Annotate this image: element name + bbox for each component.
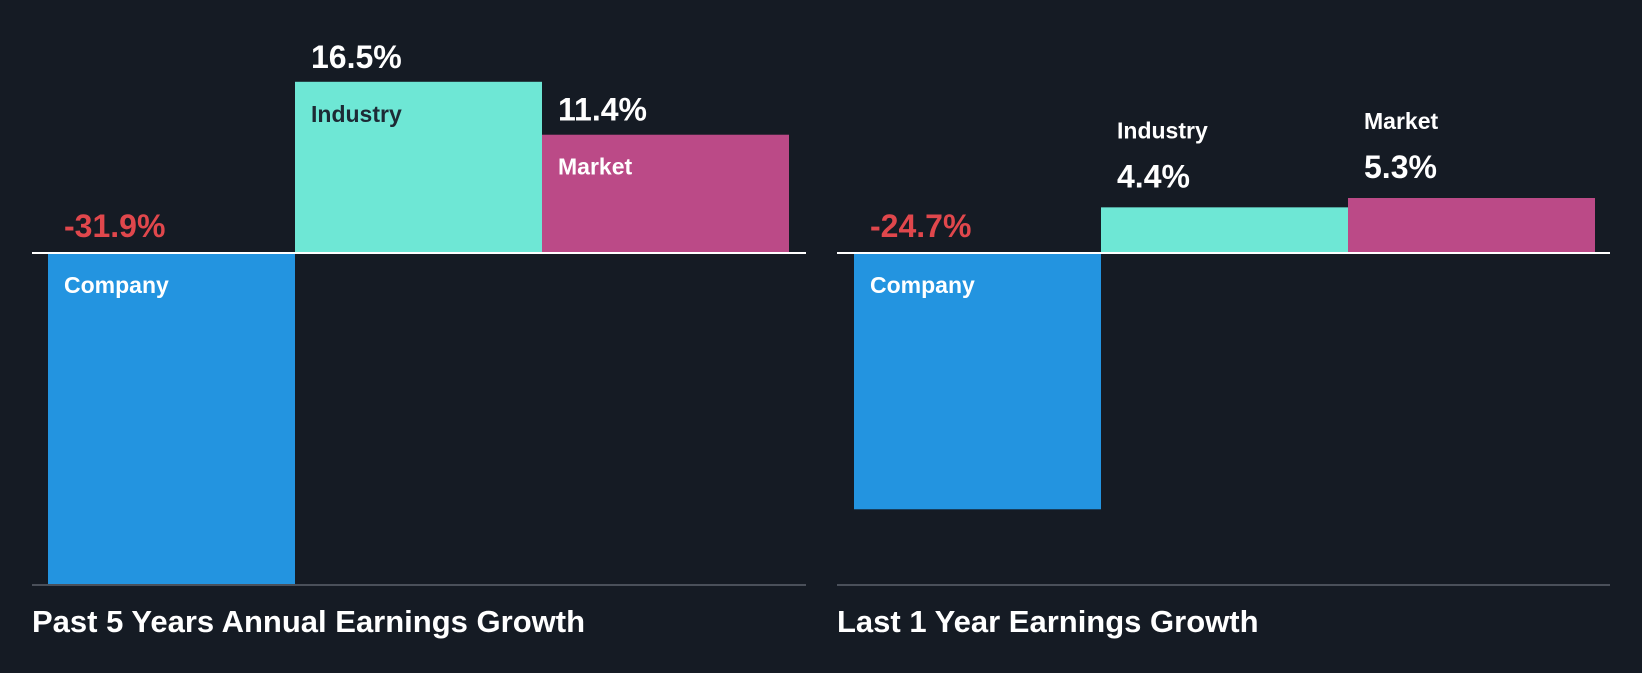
chart-panel-past-5-years: -31.9% Company 16.5% Industry 11.4% Market <box>32 39 806 586</box>
category-label-market: Market <box>1364 108 1438 134</box>
value-label-market: 11.4% <box>558 92 647 128</box>
bar-company <box>48 253 295 584</box>
value-label-company: -24.7% <box>870 208 971 244</box>
chart-title-past-5-years: Past 5 Years Annual Earnings Growth <box>32 604 586 639</box>
value-label-industry: 4.4% <box>1117 158 1190 194</box>
bar-industry <box>295 81 542 253</box>
bar-market <box>1348 198 1595 253</box>
chart-title-last-1-year: Last 1 Year Earnings Growth <box>837 604 1259 639</box>
bar-industry <box>1101 207 1348 253</box>
value-label-industry: 16.5% <box>311 39 402 75</box>
category-label-company: Company <box>64 272 169 298</box>
bar-company <box>854 253 1101 510</box>
value-label-company: -31.9% <box>64 208 165 244</box>
chart-panel-last-1-year: -24.7% Company 4.4% Industry 5.3% Market <box>837 108 1610 586</box>
category-label-company: Company <box>870 272 975 298</box>
bar-market <box>542 134 789 253</box>
category-label-industry: Industry <box>311 101 402 127</box>
value-label-market: 5.3% <box>1364 149 1437 185</box>
category-label-market: Market <box>558 154 632 180</box>
category-label-industry: Industry <box>1117 117 1208 143</box>
